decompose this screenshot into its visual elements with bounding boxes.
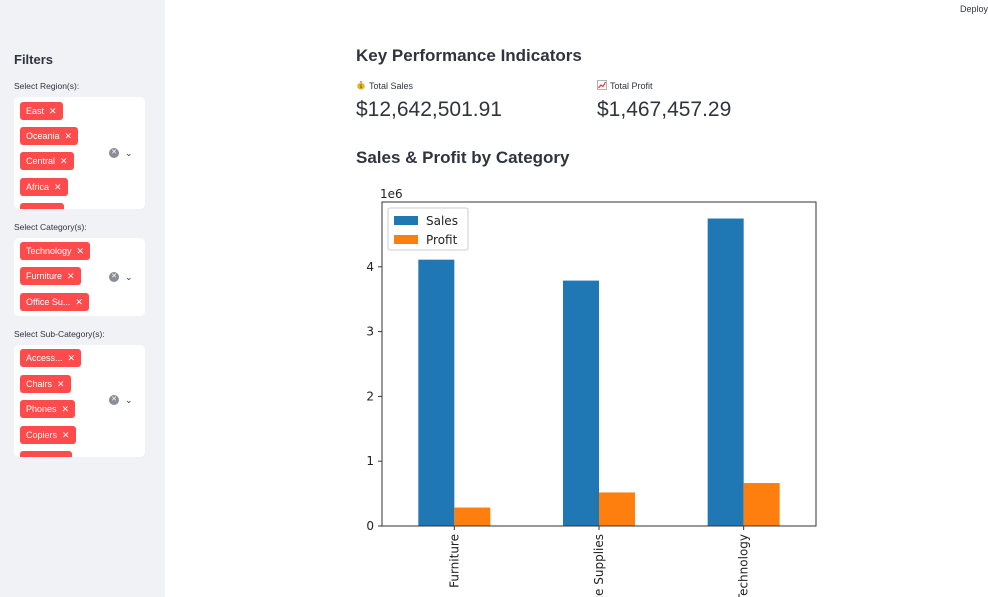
remove-tag-icon[interactable]: ✕ [54,182,62,192]
kpi-heading: Key Performance Indicators [356,46,582,65]
profit-bar [599,492,635,526]
region-tag[interactable]: Africa ✕ [20,178,68,196]
region-tag-partial[interactable] [20,203,64,209]
remove-tag-icon[interactable]: ✕ [60,156,68,166]
chevron-down-icon[interactable]: ⌄ [125,395,133,405]
subcategory-tag[interactable]: Copiers ✕ [20,426,76,444]
deploy-button[interactable]: Deploy [960,4,988,14]
remove-tag-icon[interactable]: ✕ [67,353,76,363]
region-tag[interactable]: Central ✕ [20,152,74,170]
sales-bar [563,280,599,526]
clear-selection-icon[interactable]: ✕ [109,272,119,282]
region-select-label: Select Region(s): [14,81,80,91]
sales-bar [418,259,455,526]
sales-profit-bar-chart: 0 1 2 3 4 1e6 Furniture Office Supplies Technolo… [366,187,817,597]
category-tag[interactable]: Office Su... ✕ [20,293,89,311]
chart-heading: Sales & Profit by Category [356,148,570,167]
y-tick-label: 3 [366,325,374,339]
y-tick-label: 0 [366,519,374,533]
subcategory-tag[interactable]: Chairs ✕ [20,375,71,393]
category-tag[interactable]: Furniture ✕ [20,267,81,285]
remove-tag-icon[interactable]: ✕ [64,131,73,141]
remove-tag-icon[interactable]: ✕ [75,297,83,307]
legend-label: Profit [426,233,458,247]
subcategory-tag-partial[interactable] [20,451,72,457]
svg-text:$: $ [359,84,362,90]
remove-tag-icon[interactable]: ✕ [61,404,70,414]
remove-tag-icon[interactable]: ✕ [67,271,75,281]
y-tick-label: 4 [366,260,374,274]
sidebar-title: Filters [14,52,54,67]
remove-tag-icon[interactable]: ✕ [57,379,65,389]
plot-frame [381,201,817,527]
total-profit-value: $1,467,457.29 [597,98,732,121]
category-tag[interactable]: Technology ✕ [20,242,91,260]
region-tag[interactable]: Oceania ✕ [20,127,79,145]
legend-swatch [394,235,418,244]
clear-selection-icon[interactable]: ✕ [109,395,119,405]
profit-bar [743,483,780,526]
legend-swatch [394,216,418,225]
subcategory-multiselect[interactable]: Access... ✕ Chairs ✕ Phones ✕ Copiers ✕ ✕ ⌄ [14,345,145,457]
remove-tag-icon[interactable]: ✕ [62,430,70,440]
y-offset-label: 1e6 [380,187,403,201]
legend-label: Sales [426,214,458,228]
x-tick-label: Furniture [447,534,461,588]
region-multiselect[interactable]: East ✕ Oceania ✕ Central ✕ Africa ✕ ✕ ⌄ [14,97,145,209]
subcategory-tag[interactable]: Phones ✕ [20,400,76,418]
total-sales-label: $ Total Sales [356,80,413,91]
money-bag-icon: $ [357,81,365,90]
y-tick-label: 2 [366,389,374,403]
sales-bar [707,218,744,527]
x-tick-label: Technology [737,534,751,597]
chart-increasing-icon [597,80,607,90]
category-multiselect[interactable]: Technology ✕ Furniture ✕ Office Su... ✕ ✕ ⌄ [14,238,145,316]
remove-tag-icon[interactable]: ✕ [76,246,85,256]
sidebar: Filters Select Region(s): East ✕ Oceania ✕… [0,0,165,597]
y-tick-label: 1 [366,454,374,468]
remove-tag-icon[interactable]: ✕ [49,106,57,116]
subcategory-tag[interactable]: Access... ✕ [20,349,82,367]
total-sales-value: $12,642,501.91 [356,98,502,121]
profit-bar [454,507,491,526]
category-select-label: Select Category(s): [14,222,87,232]
region-tag[interactable]: East ✕ [20,102,63,120]
clear-selection-icon[interactable]: ✕ [109,148,119,158]
x-tick-label: Office Supplies [592,534,606,597]
chevron-down-icon[interactable]: ⌄ [125,148,133,158]
chevron-down-icon[interactable]: ⌄ [125,272,133,282]
total-profit-label: Total Profit [597,80,653,91]
subcategory-select-label: Select Sub-Category(s): [14,329,105,339]
